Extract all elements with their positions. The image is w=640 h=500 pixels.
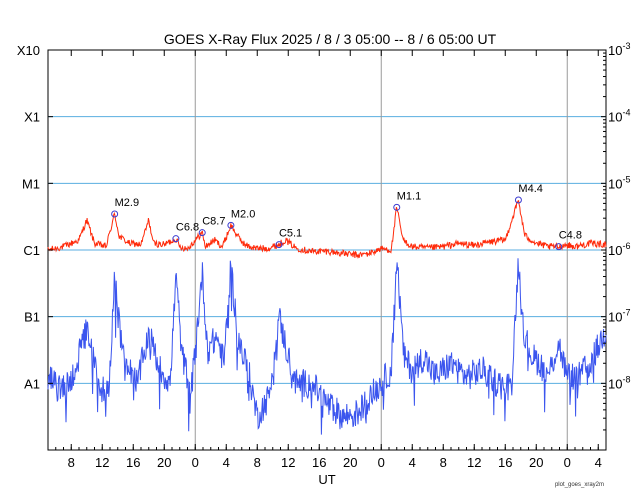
x-tick-label: 20 xyxy=(529,455,543,470)
left-tick-label: A1 xyxy=(24,376,40,391)
right-axis: 10-3 10-4 10-5 10-6 10-7 10-8 xyxy=(601,41,630,431)
left-tick-label: X10 xyxy=(17,43,40,58)
flare-label: C5.1 xyxy=(279,228,302,240)
left-tick-label: M1 xyxy=(22,176,40,191)
right-tick-label: 10-7 xyxy=(608,308,630,325)
left-axis: X10 X1 M1 C1 B1 A1 xyxy=(17,43,53,391)
flare-marker xyxy=(227,221,235,229)
flare-label: M2.9 xyxy=(115,197,139,209)
x-tick-label: 8 xyxy=(68,455,75,470)
x-tick-label: 12 xyxy=(467,455,481,470)
flare-label: C6.8 xyxy=(176,222,199,234)
chart-title: GOES X-Ray Flux 2025 / 8 / 3 05:00 -- 8 … xyxy=(164,31,497,47)
x-tick-label: 20 xyxy=(157,455,171,470)
right-tick-label: 10-8 xyxy=(608,374,630,391)
right-tick-label: 10-4 xyxy=(608,108,630,125)
x-tick-label: 0 xyxy=(378,455,385,470)
series-layer xyxy=(47,199,607,435)
x-axis: 8 12 16 20 0 4 8 12 16 20 0 4 8 12 16 20 0 4 xyxy=(55,50,602,470)
flare-label: C4.8 xyxy=(559,230,582,242)
x-tick-label: 0 xyxy=(192,455,199,470)
flare-marker xyxy=(198,229,206,237)
flare-marker xyxy=(555,243,563,251)
flare-marker xyxy=(514,196,522,204)
x-axis-label: UT xyxy=(318,472,335,487)
flare-marker xyxy=(393,203,401,211)
x-tick-label: 12 xyxy=(95,455,109,470)
flare-label: M2.0 xyxy=(231,208,255,220)
x-tick-label: 0 xyxy=(564,455,571,470)
plot-footer: plot_goes_xray2m xyxy=(555,482,604,488)
series-long-line xyxy=(47,199,607,259)
x-tick-label: 20 xyxy=(343,455,357,470)
x-tick-label: 8 xyxy=(254,455,261,470)
flare-label: M1.1 xyxy=(397,190,421,202)
series-short-line xyxy=(47,258,607,435)
right-tick-label: 10-5 xyxy=(608,174,630,191)
left-tick-label: C1 xyxy=(23,243,40,258)
flare-label: C8.7 xyxy=(202,216,225,228)
flare-marker xyxy=(111,210,119,218)
right-tick-label: 10-3 xyxy=(608,41,630,58)
x-tick-label: 16 xyxy=(498,455,512,470)
flare-marker xyxy=(172,235,180,243)
flare-marker xyxy=(275,241,283,249)
x-tick-label: 4 xyxy=(409,455,416,470)
x-tick-label: 4 xyxy=(223,455,230,470)
left-tick-label: B1 xyxy=(24,310,40,325)
x-tick-label: 16 xyxy=(312,455,326,470)
x-tick-label: 12 xyxy=(281,455,295,470)
right-tick-label: 10-6 xyxy=(608,241,630,258)
x-tick-label: 16 xyxy=(126,455,140,470)
x-tick-label: 4 xyxy=(595,455,602,470)
left-tick-label: X1 xyxy=(24,110,40,125)
flare-annotations: M2.9 C6.8 C8.7 M2.0 C5.1 M1.1 M4.4 C4.8 xyxy=(111,183,582,251)
day-boundaries xyxy=(194,50,568,450)
flare-label: M4.4 xyxy=(518,183,542,195)
x-tick-label: 8 xyxy=(440,455,447,470)
